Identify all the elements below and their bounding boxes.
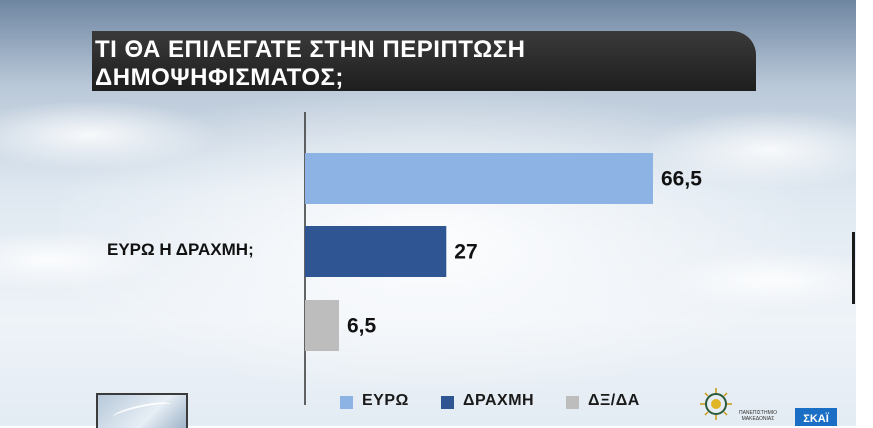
legend-label-drachma: ΔΡΑΧΜΗ bbox=[463, 392, 535, 409]
channel-logo: ΣΚΑΪ bbox=[795, 408, 837, 426]
legend-label-dkda: ΔΞ/ΔΑ bbox=[588, 392, 640, 409]
chart-title-line-2: ΔΗΜΟΨΗΦΙΣΜΑΤΟΣ; bbox=[95, 64, 344, 91]
page-edge bbox=[852, 0, 873, 426]
data-label-dkda: 6,5 bbox=[347, 315, 377, 338]
university-logo-icon bbox=[700, 388, 732, 420]
title-banner bbox=[92, 31, 756, 91]
data-label-drachma: 27 bbox=[454, 241, 477, 264]
bar-euro bbox=[305, 153, 653, 204]
legend-swatch-dkda bbox=[566, 396, 579, 409]
university-caption: ΠΑΝΕΠΙΣΤΗΜΙΟ ΜΑΚΕΔΟΝΙΑΣ bbox=[738, 410, 778, 422]
category-label: ΕΥΡΩ Η ΔΡΑΧΜΗ; bbox=[107, 240, 254, 259]
data-label-euro: 66,5 bbox=[661, 168, 702, 191]
chart-title: ΤΙ ΘΑ ΕΠΙΛΕΓΑΤΕ ΣΤΗΝ ΠΕΡΙΠΤΩΣΗ ΔΗΜΟΨΗΦΙΣ… bbox=[95, 36, 695, 92]
bar-dkda bbox=[305, 300, 340, 351]
bar-chart: 66,5 27 6,5 bbox=[304, 112, 702, 405]
corner-thumbnail bbox=[96, 393, 188, 428]
legend-swatch-drachma bbox=[441, 396, 454, 409]
bar-drachma bbox=[305, 226, 447, 277]
chart-title-line-1: ΤΙ ΘΑ ΕΠΙΛΕΓΑΤΕ ΣΤΗΝ ΠΕΡΙΠΤΩΣΗ bbox=[95, 36, 526, 63]
legend-label-euro: ΕΥΡΩ bbox=[362, 392, 409, 409]
legend-swatch-euro bbox=[340, 396, 353, 409]
